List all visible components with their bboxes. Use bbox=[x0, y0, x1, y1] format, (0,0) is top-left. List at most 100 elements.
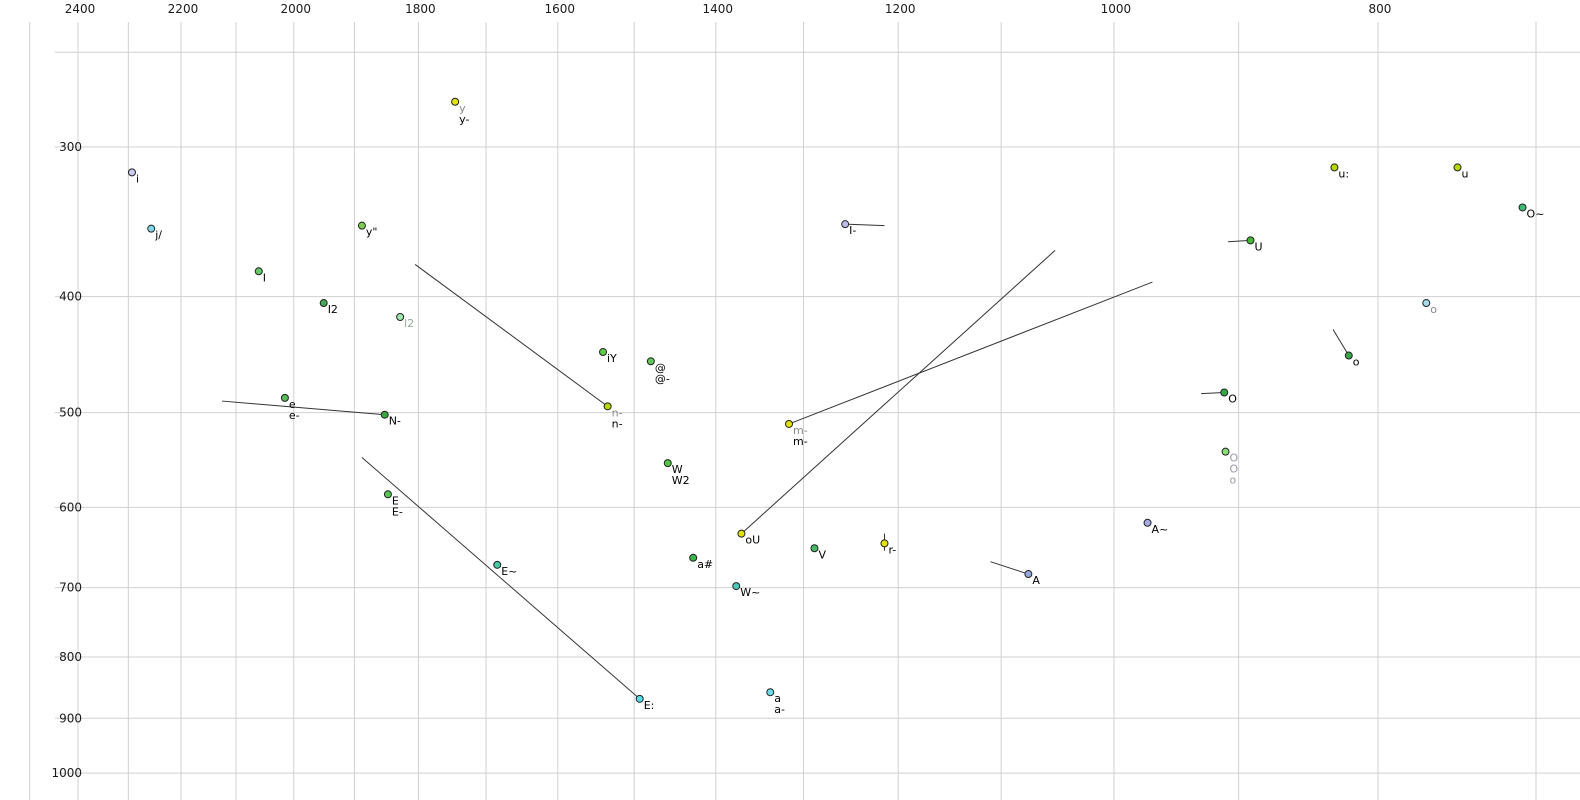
point-label: o bbox=[1430, 303, 1437, 316]
point-label: m- bbox=[793, 424, 808, 437]
point-label: E: bbox=[644, 699, 655, 712]
data-point bbox=[689, 553, 698, 562]
data-point bbox=[603, 402, 612, 411]
point-label: l2 bbox=[404, 317, 414, 330]
x-tick-label: 1400 bbox=[703, 2, 734, 16]
data-point bbox=[493, 560, 502, 569]
point-label: E- bbox=[392, 505, 403, 518]
point-label: u bbox=[1462, 167, 1469, 180]
data-point bbox=[737, 529, 746, 538]
trajectory-line bbox=[845, 223, 885, 227]
point-label: O bbox=[1230, 463, 1239, 476]
data-point bbox=[1453, 163, 1462, 172]
point-label: E bbox=[392, 494, 399, 507]
data-point bbox=[1518, 203, 1527, 212]
y-tick-label: 1000 bbox=[51, 766, 82, 780]
point-label: I2 bbox=[328, 303, 338, 316]
point-label: @ bbox=[655, 361, 666, 374]
data-point bbox=[127, 168, 136, 177]
data-point bbox=[663, 459, 672, 468]
data-point bbox=[880, 539, 889, 548]
y-tick-label: 900 bbox=[59, 711, 82, 725]
point-label: y bbox=[459, 102, 466, 115]
point-label: a bbox=[774, 692, 781, 705]
data-point bbox=[732, 582, 741, 591]
point-label: j/ bbox=[154, 229, 162, 242]
data-point bbox=[1220, 388, 1229, 397]
point-label: m- bbox=[793, 435, 808, 448]
trajectory-line bbox=[741, 250, 1056, 535]
data-point bbox=[280, 393, 289, 402]
point-label: i bbox=[136, 172, 139, 185]
y-tick-label: 800 bbox=[59, 650, 82, 664]
trajectory-line bbox=[1332, 329, 1350, 356]
data-point bbox=[396, 312, 405, 321]
point-label: N- bbox=[389, 415, 401, 428]
point-label: e bbox=[289, 398, 296, 411]
trajectory-line bbox=[221, 400, 385, 416]
point-label: a# bbox=[697, 558, 713, 571]
point-label: @- bbox=[655, 372, 670, 385]
point-label: e- bbox=[289, 409, 300, 422]
data-point bbox=[357, 221, 366, 230]
data-point bbox=[785, 419, 794, 428]
point-label: a- bbox=[774, 703, 785, 716]
data-point bbox=[810, 544, 819, 553]
y-tick-label: 400 bbox=[59, 290, 82, 304]
data-point bbox=[1246, 236, 1255, 245]
point-label: u: bbox=[1338, 167, 1349, 180]
point-label: A bbox=[1032, 574, 1040, 587]
point-label: y- bbox=[459, 113, 469, 126]
point-label: O bbox=[1230, 452, 1239, 465]
point-label: r- bbox=[888, 543, 896, 556]
x-tick-label: 2000 bbox=[280, 2, 311, 16]
data-point bbox=[766, 688, 775, 697]
point-label: U bbox=[1255, 240, 1263, 253]
point-label: I- bbox=[849, 224, 856, 237]
point-label: W2 bbox=[672, 474, 690, 487]
trajectory-line bbox=[414, 264, 608, 407]
y-tick-label: 700 bbox=[59, 581, 82, 595]
point-label: iY bbox=[607, 352, 617, 365]
data-point bbox=[451, 97, 460, 106]
point-label: W bbox=[672, 463, 683, 476]
point-label: O~ bbox=[1527, 207, 1545, 220]
point-label: y" bbox=[366, 226, 378, 239]
data-point bbox=[1330, 163, 1339, 172]
x-tick-label: 1200 bbox=[885, 2, 916, 16]
trajectory-line bbox=[788, 281, 1153, 425]
x-tick-label: 2200 bbox=[168, 2, 199, 16]
point-label: o bbox=[1353, 356, 1360, 369]
trajectory-line bbox=[361, 457, 641, 700]
data-point bbox=[1344, 351, 1353, 360]
point-label: n- bbox=[612, 406, 623, 419]
x-tick-label: 2400 bbox=[65, 2, 96, 16]
point-label: V bbox=[818, 548, 826, 561]
data-point bbox=[147, 224, 156, 233]
y-tick-label: 600 bbox=[59, 500, 82, 514]
x-tick-label: 1000 bbox=[1101, 2, 1132, 16]
point-label: n- bbox=[612, 417, 623, 430]
data-point bbox=[1143, 518, 1152, 527]
y-tick-label: 300 bbox=[59, 140, 82, 154]
data-point bbox=[646, 357, 655, 366]
data-point bbox=[599, 348, 608, 357]
data-point bbox=[841, 220, 850, 229]
data-point bbox=[380, 410, 389, 419]
data-point bbox=[1024, 570, 1033, 579]
point-label: o bbox=[1230, 474, 1237, 487]
y-tick-label: 500 bbox=[59, 406, 82, 420]
data-point bbox=[383, 490, 392, 499]
x-tick-label: 800 bbox=[1369, 2, 1392, 16]
data-point bbox=[319, 299, 328, 308]
trajectory-line bbox=[990, 561, 1029, 575]
data-point bbox=[254, 267, 263, 276]
data-point bbox=[1221, 447, 1230, 456]
point-label: I bbox=[263, 271, 266, 284]
point-label: E~ bbox=[501, 565, 517, 578]
point-label: W~ bbox=[740, 586, 760, 599]
point-label: oU bbox=[745, 534, 760, 547]
data-point bbox=[635, 694, 644, 703]
